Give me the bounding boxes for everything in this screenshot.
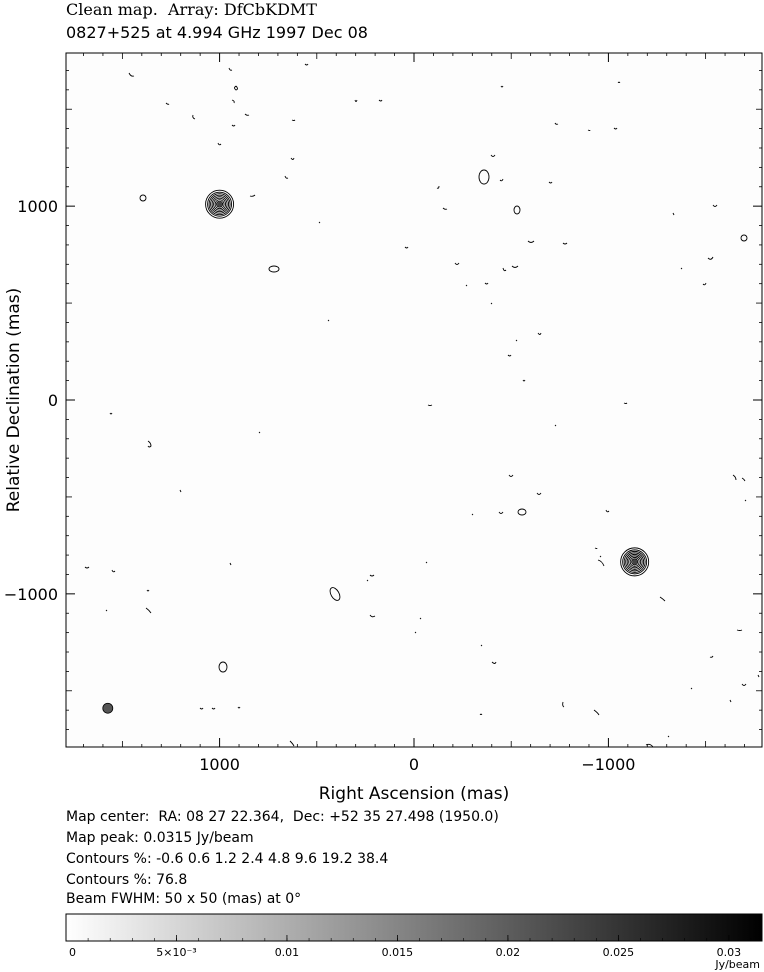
colorbar-tick-label: 0.025 <box>603 946 635 959</box>
colorbar-tick-label: 0.02 <box>496 946 521 959</box>
source-contour-ring <box>620 547 650 577</box>
axis-ticks <box>66 53 762 747</box>
colorbar-tick-label: 0.01 <box>275 946 300 959</box>
source-contour-ring <box>631 558 639 566</box>
colorbar-unit: Jy/beam <box>714 958 760 971</box>
source-contour-ring <box>207 191 233 217</box>
map-frame <box>65 52 763 748</box>
source-contour-ring <box>214 199 225 210</box>
contours-info-2: Contours %: 76.8 <box>66 872 188 888</box>
source-contour-ring <box>208 193 231 216</box>
source-contour-ring <box>210 194 230 214</box>
map-peak-info: Map peak: 0.0315 Jy/beam <box>66 830 254 846</box>
source-contour-ring <box>625 552 645 572</box>
x-tick-label: 1000 <box>199 755 240 774</box>
axis-tick-labels: 1000 0 −1000 1000 0 −1000 <box>4 197 636 774</box>
x-tick-label: 0 <box>409 755 419 774</box>
source-contour-ring <box>205 189 235 219</box>
map-center-info: Map center: RA: 08 27 22.364, Dec: +52 3… <box>66 809 499 825</box>
colorbar-tick-label: 0 <box>69 946 76 959</box>
source-contours <box>205 189 650 577</box>
y-tick-label: 1000 <box>17 197 58 216</box>
noise-contours <box>84 63 760 748</box>
y-axis-label: Relative Declination (mas) <box>4 288 24 513</box>
source-contour-ring <box>623 550 646 573</box>
source-contour-ring <box>628 555 642 569</box>
source-contour-ring <box>213 197 227 211</box>
source-contour-ring <box>211 196 228 213</box>
source-core <box>632 559 638 565</box>
source-core <box>217 201 223 207</box>
colorbar-tick-label: 0.03 <box>717 946 742 959</box>
x-axis-label: Right Ascension (mas) <box>319 784 510 804</box>
y-tick-label: −1000 <box>4 585 58 604</box>
source-contour-ring <box>216 200 224 208</box>
colorbar <box>65 913 763 942</box>
map-title: Clean map. Array: DfCbKDMT <box>66 0 317 19</box>
source-contour-ring <box>622 549 648 575</box>
source-contour-ring <box>629 556 640 567</box>
colorbar-tick-label: 5×10⁻³ <box>156 946 196 959</box>
colorbar-tick-label: 0.015 <box>382 946 414 959</box>
y-tick-label: 0 <box>48 391 58 410</box>
colorbar-ticks: 0 5×10⁻³ 0.01 0.015 0.02 0.025 0.03 <box>65 935 752 959</box>
map-subtitle: 0827+525 at 4.994 GHz 1997 Dec 08 <box>66 23 368 42</box>
beam-fwhm-info: Beam FWHM: 50 x 50 (mas) at 0° <box>66 891 302 907</box>
contours-info-1: Contours %: -0.6 0.6 1.2 2.4 4.8 9.6 19.… <box>66 851 389 867</box>
x-tick-label: −1000 <box>581 755 635 774</box>
beam-marker <box>102 702 114 714</box>
source-contour-ring <box>626 553 643 570</box>
beam-ellipse <box>102 702 114 714</box>
